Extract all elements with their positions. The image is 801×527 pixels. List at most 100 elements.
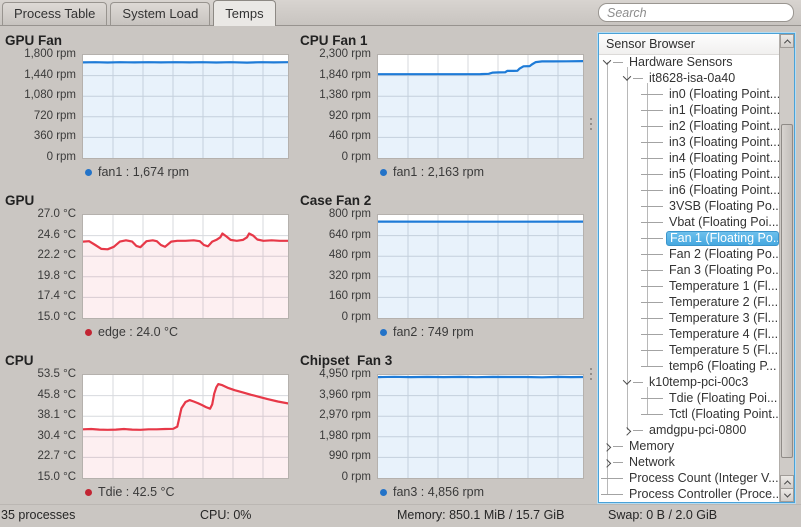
tree-item-label: in0 (Floating Point... [669,86,779,101]
expander-open-icon[interactable] [622,72,632,81]
splitter-handle[interactable] [589,118,592,130]
tree-connector [601,493,623,495]
y-axis-tick: 38.1 °C [37,409,76,422]
chart-body: 800 rpm 640 rpm 480 rpm 320 rpm 160 rpm 0 rpm [300,208,595,323]
tree-connector [641,93,663,95]
y-axis-tick: 30.4 °C [37,429,76,442]
legend-label: fan3 : 4,856 rpm [393,485,485,499]
tree-item-3vsb-floating-po[interactable]: 3VSB (Floating Po... [599,198,779,214]
tree-item-hardware-sensors[interactable]: Hardware Sensors [599,54,779,70]
tree-item-in2-floating-point[interactable]: in2 (Floating Point... [599,118,779,134]
y-axis-tick: 2,970 rpm [319,409,371,422]
scroll-up-button-2[interactable] [780,475,794,489]
tree-item-in4-floating-point[interactable]: in4 (Floating Point... [599,150,779,166]
tab-temps[interactable]: Temps [213,0,276,26]
tree-item-temperature-5-fl[interactable]: Temperature 5 (Fl... [599,342,779,358]
tree-item-amdgpu-pci-0800[interactable]: amdgpu-pci-0800 [599,422,779,438]
chart-title: CPU [5,353,34,368]
tree-item-in1-floating-point[interactable]: in1 (Floating Point... [599,102,779,118]
legend-dot [380,168,387,176]
chevron-up-icon [783,38,791,46]
tree-item-memory[interactable]: Memory [599,438,779,454]
plot-area[interactable] [82,374,289,479]
tree-item-label: Temperature 4 (Fl... [669,326,779,341]
tree-item-process-controller-proce[interactable]: Process Controller (Proce... [599,486,779,502]
plot-area[interactable] [377,214,584,319]
y-axis-tick: 320 rpm [328,269,371,282]
scrollbar-thumb[interactable] [781,124,793,458]
tree-item-temperature-3-fl[interactable]: Temperature 3 (Fl... [599,310,779,326]
tree-connector [613,61,623,63]
chart-cpu-fan-1: CPU Fan 1 2,300 rpm 1,840 rpm 1,380 rpm 920… [300,33,595,193]
tree-item-in5-floating-point[interactable]: in5 (Floating Point... [599,166,779,182]
tree-item-tdie-floating-poi[interactable]: Tdie (Floating Poi... [599,390,779,406]
tree-connector [641,333,663,335]
chart-legend: Tdie : 42.5 °C [5,485,300,499]
tab-system-load[interactable]: System Load [110,2,211,25]
splitter-handle[interactable] [589,368,592,380]
plot-area[interactable] [377,54,584,159]
chart-body: 27.0 °C 24.6 °C 22.2 °C 19.8 °C 17.4 °C 15.0 … [5,208,300,323]
expander-open-icon[interactable] [602,56,612,65]
tree-item-label: Tdie (Floating Poi... [669,390,778,405]
y-axis-tick: 3,960 rpm [319,388,371,401]
y-axis-tick: 1,800 rpm [24,48,76,60]
tree-connector [641,269,663,271]
tab-process-table[interactable]: Process Table [2,2,108,25]
tree-item-fan-2-floating-po[interactable]: Fan 2 (Floating Po... [599,246,779,262]
y-axis-tick: 800 rpm [328,208,371,220]
plot-area[interactable] [82,54,289,159]
chart-legend: fan1 : 1,674 rpm [5,165,300,179]
y-axis-tick: 15.0 °C [37,471,76,483]
chart-body: 2,300 rpm 1,840 rpm 1,380 rpm 920 rpm 460 rp… [300,48,595,163]
tree-item-network[interactable]: Network [599,454,779,470]
y-axis-tick: 19.8 °C [37,269,76,282]
tree-item-in3-floating-point[interactable]: in3 (Floating Point... [599,134,779,150]
y-axis-tick: 1,440 rpm [24,68,76,81]
search-input[interactable] [598,3,794,22]
tree-item-it8628-isa-0a40[interactable]: it8628-isa-0a40 [599,70,779,86]
y-axis-tick: 17.4 °C [37,290,76,303]
chart-cpu: CPU 53.5 °C 45.8 °C 38.1 °C 30.4 °C 22.7 °C 1… [5,353,300,513]
tree-item-temp6-floating-p[interactable]: temp6 (Floating P... [599,358,779,374]
tree-item-process-count-integer-v[interactable]: Process Count (Integer V... [599,470,779,486]
tree-item-k10temp-pci-00c3[interactable]: k10temp-pci-00c3 [599,374,779,390]
tree-item-tctl-floating-point[interactable]: Tctl (Floating Point... [599,406,779,422]
chart-body: 53.5 °C 45.8 °C 38.1 °C 30.4 °C 22.7 °C 15.0 … [5,368,300,483]
tree-item-temperature-4-fl[interactable]: Temperature 4 (Fl... [599,326,779,342]
chart-case-fan-2: Case Fan 2 800 rpm 640 rpm 480 rpm 320 rpm 1… [300,193,595,353]
tree-item-fan-1-floating-po[interactable]: Fan 1 (Floating Po... [599,230,779,246]
tree-item-in0-floating-point[interactable]: in0 (Floating Point... [599,86,779,102]
tree-item-in6-floating-point[interactable]: in6 (Floating Point... [599,182,779,198]
legend-dot [85,488,92,496]
tree-connector [641,237,663,239]
chart-title: GPU [5,193,35,208]
y-axis-tick: 1,380 rpm [319,89,371,102]
tree-connector [633,77,643,79]
y-axis-tick: 920 rpm [328,109,371,122]
scroll-up-button[interactable] [780,34,794,48]
tree-connector [613,445,623,447]
tree-item-vbat-floating-poi[interactable]: Vbat (Floating Poi... [599,214,779,230]
plot-area[interactable] [377,374,584,479]
tree-item-label: Hardware Sensors [629,54,733,69]
scrollbar[interactable] [779,34,794,502]
chart-title: CPU Fan 1 [300,33,368,48]
tree-item-temperature-1-fl[interactable]: Temperature 1 (Fl... [599,278,779,294]
tree-connector [641,221,663,223]
expander-closed-icon[interactable] [622,427,632,436]
tree-connector [641,301,663,303]
y-axis: 27.0 °C 24.6 °C 22.2 °C 19.8 °C 17.4 °C 15.0 … [5,208,82,323]
tree-connector [641,109,663,111]
tree-item-label: Tctl (Floating Point... [669,406,779,421]
expander-open-icon[interactable] [622,376,632,385]
tree-item-temperature-2-fl[interactable]: Temperature 2 (Fl... [599,294,779,310]
y-axis-tick: 990 rpm [328,450,371,463]
tree-item-fan-3-floating-po[interactable]: Fan 3 (Floating Po... [599,262,779,278]
plot-area[interactable] [82,214,289,319]
expander-closed-icon[interactable] [602,443,612,452]
legend-label: fan2 : 749 rpm [393,325,474,339]
scroll-down-button[interactable] [780,488,794,502]
expander-closed-icon[interactable] [602,459,612,468]
tree-item-label: Temperature 2 (Fl... [669,294,779,309]
